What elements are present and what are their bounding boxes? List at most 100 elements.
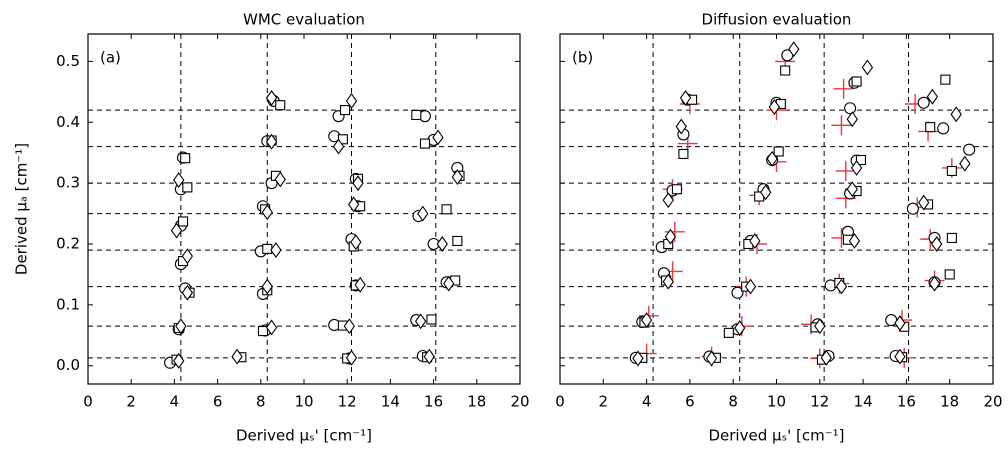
diamond-point [175,318,187,335]
panel-label: (a) [100,49,121,67]
diamond-point [959,155,971,172]
diamond-point [414,313,427,330]
diamond-point [814,318,826,335]
diamond-point [846,111,858,128]
x-tick-label: 14 [381,393,400,411]
y-tick-label: 0.3 [56,174,80,192]
square-point [426,314,437,325]
diamond-point [928,275,941,292]
diamond-point [894,348,906,365]
x-tick-label: 10 [767,393,786,411]
x-tick-label: 16 [897,393,916,411]
diamond-point [744,278,757,295]
diamond-point [332,138,345,155]
y-tick-label: 0.2 [56,235,80,253]
y-tick-label: 0.1 [56,295,80,313]
square-point [773,146,784,157]
circle-point [906,202,919,215]
x-tick-label: 20 [983,393,1002,411]
diamond-point [265,89,278,106]
diamond-point [436,236,448,252]
square-point [339,105,351,116]
diamond-point [274,171,286,188]
diamond-point [850,159,863,176]
circle-point [937,122,950,135]
x-tick-label: 6 [685,393,695,411]
diamond-point [835,278,848,295]
x-tick-label: 8 [728,393,738,411]
x-tick-label: 12 [810,393,829,411]
circle-point [917,96,930,109]
panel-label: (b) [572,49,593,67]
x-tick-label: 2 [126,393,136,411]
square-point [855,154,866,166]
y-tick-label: 0.0 [56,356,80,374]
y-tick-label: 0.5 [56,52,80,70]
diamond-point [749,233,761,249]
x-tick-label: 18 [467,393,486,411]
diamond-point [261,278,273,295]
plus-point [831,115,852,136]
plot-frame [87,33,521,385]
diamond-point [345,93,358,109]
square-point [678,148,689,159]
x-axis-label: Derived μₛ' [cm⁻¹] [708,427,844,445]
diamond-point [734,320,746,336]
y-axis-label: Derived μₐ [cm⁻¹] [13,143,31,275]
diamond-point [931,236,943,252]
square-point [944,269,955,280]
x-tick-label: 14 [854,393,873,411]
diamond-point [432,129,444,146]
diamond-point [848,233,861,249]
square-point [262,243,273,254]
diamond-point [820,349,832,366]
chart-title: Diffusion evaluation [702,11,852,29]
diamond-point [926,88,939,105]
square-point [925,122,936,133]
x-tick-label: 0 [555,393,565,411]
circle-point [963,143,976,156]
square-point [723,327,734,338]
diamond-point [173,352,185,369]
square-point [275,100,286,111]
diamond-point [265,319,278,336]
plot-frame [559,33,994,385]
square-point [946,232,957,243]
diamond-point [350,234,362,251]
diamond-point [343,318,356,335]
diamond-point [705,350,718,367]
diamond-point [950,106,962,123]
diamond-point [170,222,183,239]
diamond-point [270,242,282,259]
square-point [851,76,862,87]
diamond-point [846,181,858,198]
x-axis-label: Derived μₛ' [cm⁻¹] [236,427,372,445]
diamond-point [261,204,273,221]
x-tick-label: 16 [424,393,443,411]
diamond-point [451,169,464,185]
diamond-point [918,194,930,211]
diamond-point [632,350,644,367]
diamond-point [417,205,429,222]
x-tick-label: 4 [642,393,652,411]
square-point [780,65,791,76]
x-tick-label: 2 [599,393,609,411]
diamond-point [231,348,243,365]
diamond-point [861,59,874,76]
diamond-point [662,273,674,290]
diamond-point [345,349,358,366]
square-point [946,165,957,177]
diamond-point [768,99,781,115]
square-point [671,184,682,195]
x-tick-label: 4 [170,393,180,411]
circle-point [844,102,857,115]
diamond-point [766,150,778,167]
chart-title: WMC evaluation [243,11,365,29]
x-tick-label: 0 [83,393,93,411]
x-tick-label: 6 [213,393,223,411]
x-tick-label: 12 [338,393,357,411]
square-point [257,325,269,337]
square-point [940,74,951,85]
diamond-point [679,89,692,106]
